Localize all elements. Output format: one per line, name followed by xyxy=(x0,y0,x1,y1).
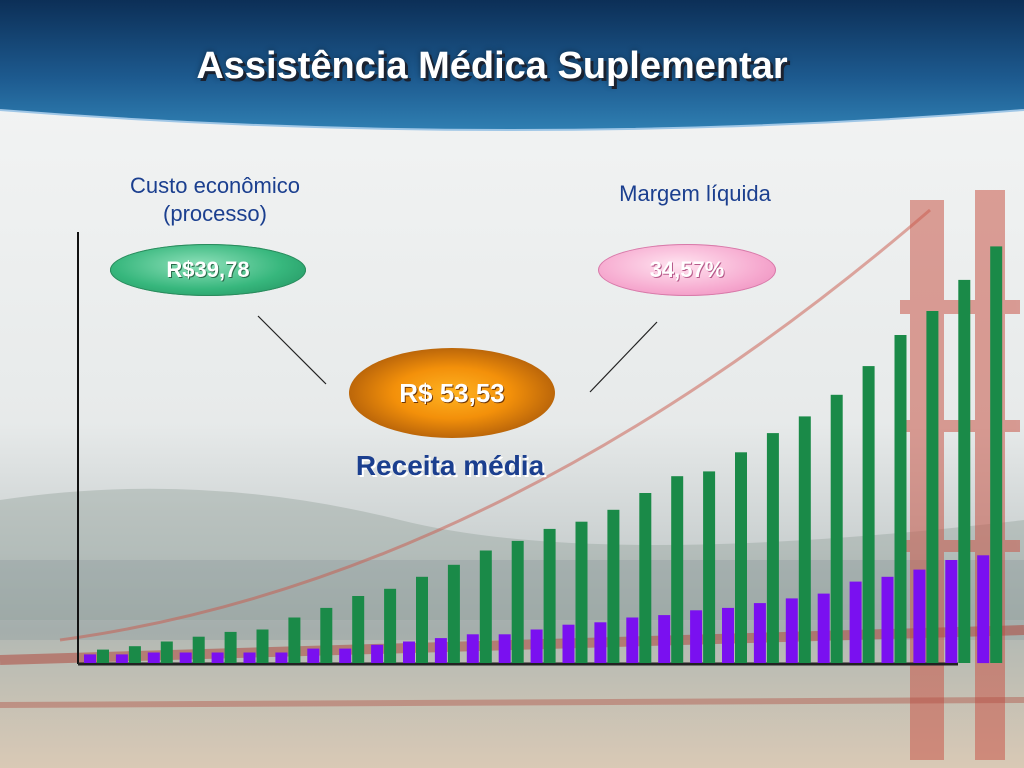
purple-bar-19 xyxy=(658,615,671,663)
purple-bar-10 xyxy=(371,644,384,663)
connector-left xyxy=(257,315,327,385)
purple-bar-11 xyxy=(403,641,415,664)
green-bar-5 xyxy=(224,631,237,663)
purple-bar-14 xyxy=(498,634,511,663)
green-bar-29 xyxy=(990,246,1003,663)
purple-bar-27 xyxy=(913,569,926,663)
purple-bar-2 xyxy=(115,654,128,663)
revenue-label: Receita média xyxy=(355,450,545,481)
green-bar-8 xyxy=(320,607,333,663)
green-bar-11 xyxy=(416,576,428,663)
green-bar-2 xyxy=(128,646,141,663)
green-bar-22 xyxy=(766,433,779,663)
purple-bar-1 xyxy=(84,654,96,663)
bars-group xyxy=(84,246,1003,664)
green-bar-3 xyxy=(160,641,173,664)
green-bar-17 xyxy=(607,509,620,663)
green-bar-23 xyxy=(798,416,811,663)
green-bar-25 xyxy=(862,366,875,663)
purple-bar-29 xyxy=(977,555,990,664)
green-bar-28 xyxy=(958,279,971,663)
margin-value-badge: 34,57% xyxy=(598,244,776,296)
green-bar-20 xyxy=(703,471,716,663)
connector-right xyxy=(589,321,658,393)
green-bar-1 xyxy=(97,649,109,663)
green-bar-4 xyxy=(192,636,205,663)
green-bar-15 xyxy=(543,528,556,663)
purple-bar-8 xyxy=(307,648,320,663)
green-bar-9 xyxy=(352,596,365,663)
green-bar-24 xyxy=(830,394,843,663)
purple-bar-21 xyxy=(722,607,734,663)
purple-bar-12 xyxy=(434,638,447,663)
purple-bar-5 xyxy=(211,652,224,663)
green-bar-7 xyxy=(288,617,301,663)
slide-title: Assistência Médica Suplementar xyxy=(196,45,788,87)
purple-bar-7 xyxy=(275,652,288,663)
green-bar-13 xyxy=(479,550,492,663)
margin-label: Margem líquida xyxy=(619,181,771,206)
purple-bar-3 xyxy=(147,652,160,663)
cost-value-badge: R$39,78 xyxy=(110,244,306,296)
green-bar-16 xyxy=(575,521,588,663)
purple-bar-18 xyxy=(626,617,639,663)
green-bar-19 xyxy=(671,476,684,663)
purple-bar-15 xyxy=(530,629,543,663)
revenue-value-badge: R$ 53,53 xyxy=(349,348,555,438)
green-bar-6 xyxy=(256,629,269,663)
purple-bar-24 xyxy=(817,593,830,663)
green-bar-27 xyxy=(926,311,939,663)
purple-bar-20 xyxy=(690,610,703,663)
purple-bar-28 xyxy=(945,560,958,663)
green-bar-12 xyxy=(447,564,460,663)
green-bar-14 xyxy=(511,540,524,663)
purple-bar-17 xyxy=(594,622,607,663)
purple-bar-6 xyxy=(243,652,256,663)
green-bar-26 xyxy=(894,335,907,663)
purple-bar-23 xyxy=(785,598,798,663)
purple-bar-9 xyxy=(339,648,352,663)
purple-bar-16 xyxy=(562,624,575,663)
purple-bar-22 xyxy=(753,603,766,663)
purple-bar-13 xyxy=(466,634,479,663)
green-bar-21 xyxy=(735,452,747,663)
cost-label: Custo econômico (processo) xyxy=(130,173,300,226)
green-bar-10 xyxy=(384,588,397,663)
purple-bar-4 xyxy=(179,652,192,663)
purple-bar-25 xyxy=(849,581,862,663)
green-bar-18 xyxy=(639,493,652,663)
purple-bar-26 xyxy=(881,576,894,663)
